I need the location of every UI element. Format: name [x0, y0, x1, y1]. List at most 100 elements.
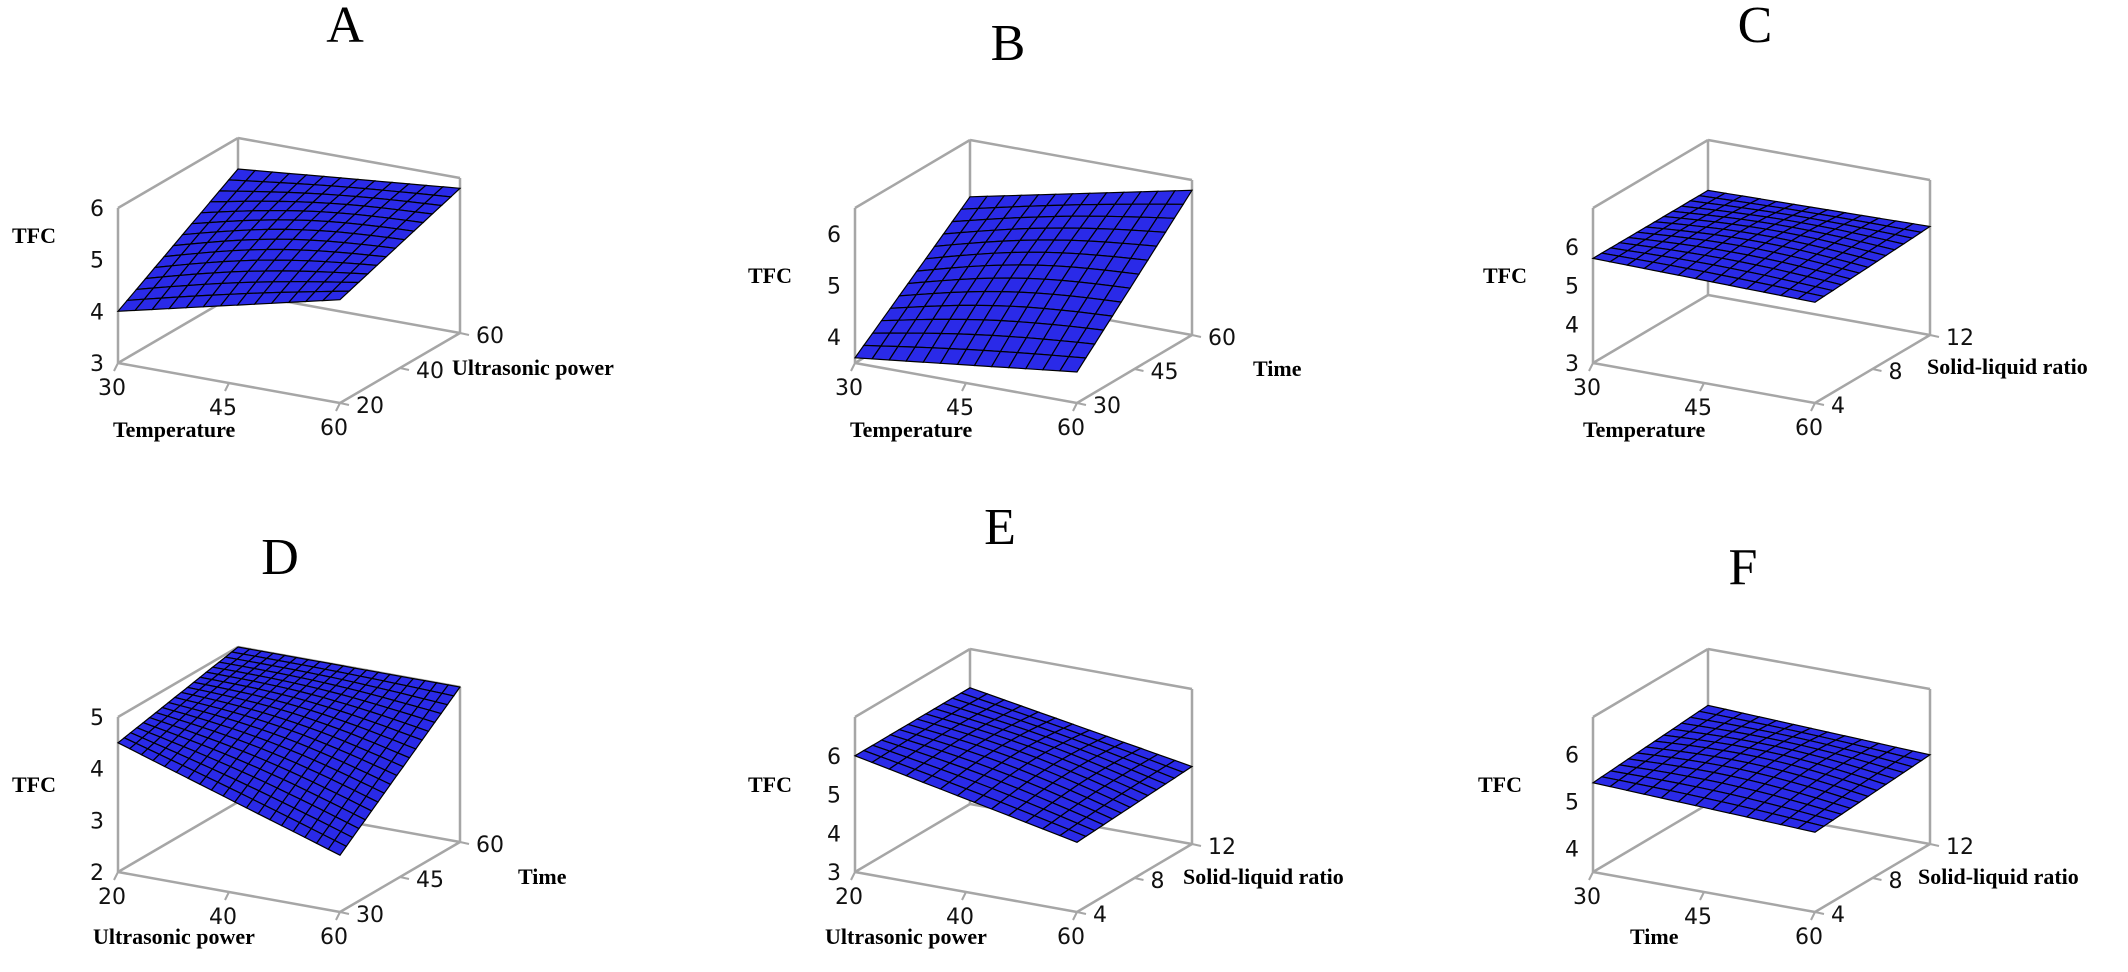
z-axis-label: TFC [748, 772, 792, 797]
y-tick-label: 12 [1946, 835, 1974, 860]
x-tick-label: 30 [835, 376, 863, 401]
z-tick-label: 6 [90, 197, 104, 222]
surface-mesh [116, 168, 462, 312]
x-tick-label: 45 [946, 396, 974, 421]
z-tick-label: 5 [827, 784, 841, 809]
y-tick-label: 40 [416, 359, 444, 384]
y-tick-label: 20 [356, 394, 384, 419]
surface-mesh [1591, 704, 1932, 833]
x-axis-label: Ultrasonic power [825, 924, 987, 949]
x-tick-label: 30 [1573, 885, 1601, 910]
z-tick-label: 4 [827, 326, 841, 351]
surface-mesh [853, 189, 1194, 373]
z-tick-label: 5 [827, 275, 841, 300]
z-tick-label: 4 [1565, 313, 1579, 338]
y-axis-label: Time [1253, 356, 1302, 381]
z-tick-label: 5 [90, 249, 104, 274]
y-tick-label: 8 [1889, 869, 1903, 894]
panel-c: C34563045604812TFCTemperatureSolid-liqui… [1483, 0, 2088, 442]
panel-letter: B [991, 15, 1026, 72]
z-tick-label: 2 [90, 861, 104, 886]
z-tick-label: 4 [1565, 838, 1579, 863]
x-axis-label: Temperature [113, 417, 235, 442]
y-tick-label: 30 [356, 903, 384, 928]
x-tick-label: 45 [1684, 905, 1712, 930]
z-tick-label: 5 [1565, 791, 1579, 816]
z-tick-label: 6 [1565, 744, 1579, 769]
x-tick-label: 60 [1057, 925, 1085, 950]
z-tick-label: 4 [827, 822, 841, 847]
x-tick-label: 60 [1795, 925, 1823, 950]
x-tick-label: 60 [320, 416, 348, 441]
y-tick-label: 8 [1151, 869, 1165, 894]
surface-cell [1796, 821, 1826, 833]
z-axis-label: TFC [1478, 772, 1522, 797]
surface-mesh [853, 687, 1194, 843]
z-tick-label: 5 [1565, 275, 1579, 300]
y-tick-label: 60 [1208, 326, 1236, 351]
y-axis-label: Time [518, 864, 567, 889]
z-tick-label: 4 [90, 758, 104, 783]
y-tick-label: 4 [1831, 903, 1845, 928]
panel-a: A3456304560204060TFCTemperatureUltrasoni… [12, 0, 614, 442]
x-tick-label: 45 [209, 396, 237, 421]
y-tick-label: 12 [1946, 326, 1974, 351]
z-tick-label: 3 [90, 809, 104, 834]
z-tick-label: 4 [90, 300, 104, 325]
y-tick-label: 4 [1093, 903, 1107, 928]
x-axis-label: Time [1630, 924, 1679, 949]
x-tick-label: 20 [98, 885, 126, 910]
z-tick-label: 3 [90, 352, 104, 377]
z-tick-label: 3 [827, 861, 841, 886]
panel-letter: E [984, 499, 1016, 556]
z-tick-label: 3 [1565, 352, 1579, 377]
panel-e: E 3 4 5 6 20 40 60 4 8 12 TFC Ultrasonic power Solid-… [748, 499, 1344, 950]
z-axis-label: TFC [748, 263, 792, 288]
x-axis-label: Temperature [850, 417, 972, 442]
surface-cell [1058, 828, 1088, 843]
x-tick-label: 45 [1684, 396, 1712, 421]
y-tick-label: 60 [476, 324, 504, 349]
surface-cell [1796, 292, 1826, 303]
y-axis-label: Ultrasonic power [452, 355, 614, 380]
x-tick-label: 60 [320, 925, 348, 950]
z-tick-label: 6 [827, 745, 841, 770]
x-axis-label: Temperature [1583, 417, 1705, 442]
surface-mesh [116, 646, 462, 856]
surface-cell [327, 839, 348, 856]
x-tick-label: 20 [835, 885, 863, 910]
panel-letter: C [1738, 0, 1773, 54]
z-tick-label: 5 [90, 706, 104, 731]
z-tick-label: 6 [827, 223, 841, 248]
x-axis-label: Ultrasonic power [93, 924, 255, 949]
y-tick-label: 4 [1831, 394, 1845, 419]
y-axis-label: Solid-liquid ratio [1183, 864, 1344, 889]
y-tick-label: 45 [1151, 360, 1179, 385]
panel-letter: F [1729, 539, 1758, 596]
y-tick-label: 30 [1093, 394, 1121, 419]
x-tick-label: 30 [1573, 376, 1601, 401]
x-tick-label: 40 [946, 905, 974, 930]
panel-letter: D [261, 529, 299, 586]
panel-letter: A [326, 0, 364, 54]
x-tick-label: 60 [1795, 416, 1823, 441]
x-tick-label: 60 [1057, 416, 1085, 441]
x-tick-label: 40 [209, 905, 237, 930]
surface-cell [321, 290, 351, 302]
y-tick-label: 45 [416, 868, 444, 893]
z-axis-label: TFC [1483, 263, 1527, 288]
y-tick-label: 60 [476, 833, 504, 858]
z-axis-label: TFC [12, 223, 56, 248]
z-axis-label: TFC [12, 772, 56, 797]
x-tick-label: 30 [98, 376, 126, 401]
surface-mesh [1591, 189, 1932, 303]
y-axis-label: Solid-liquid ratio [1927, 354, 2088, 379]
z-tick-label: 6 [1565, 236, 1579, 261]
y-tick-label: 8 [1889, 360, 1903, 385]
y-axis-label: Solid-liquid ratio [1918, 864, 2079, 889]
y-tick-label: 12 [1208, 835, 1236, 860]
